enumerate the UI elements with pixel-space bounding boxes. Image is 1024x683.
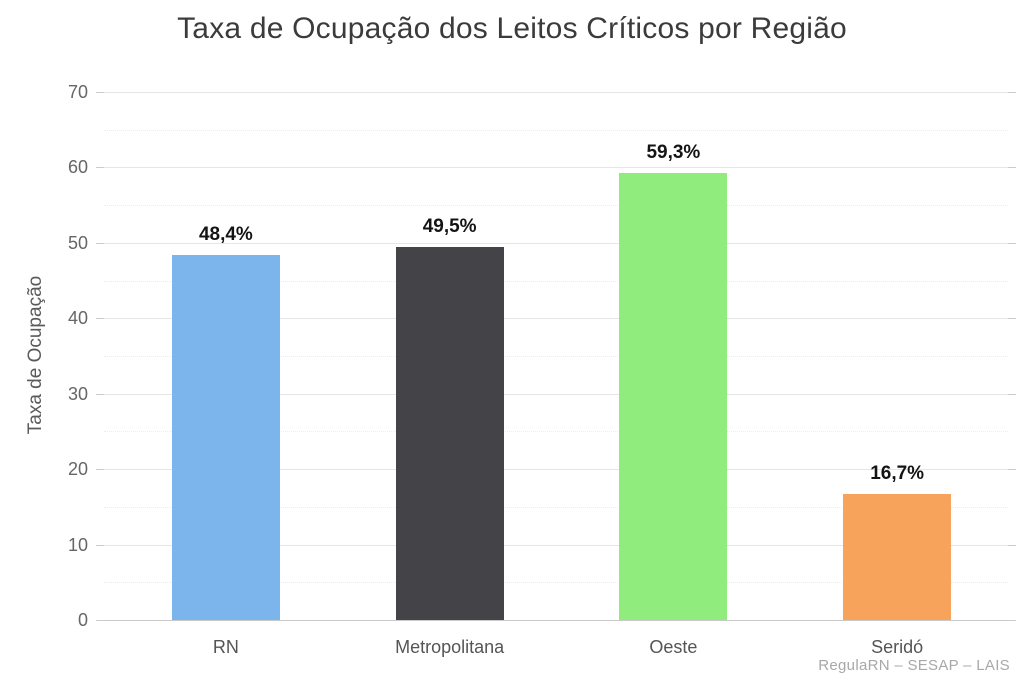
minor-gridline: [104, 205, 1008, 207]
bar-value-label-serido: 16,7%: [870, 463, 925, 485]
x-axis-category-label-oeste: Oeste: [649, 637, 698, 657]
bar-oeste: [619, 172, 728, 620]
minor-gridline: [104, 582, 1008, 584]
minor-gridline: [104, 431, 1008, 433]
y-axis-tick: [1008, 544, 1016, 546]
x-axis-category-label-serido: Seridó: [871, 637, 924, 657]
y-axis-tick: [1008, 92, 1016, 93]
bar-serido: [843, 494, 952, 620]
y-axis-tick: [96, 620, 104, 621]
minor-gridline: [104, 356, 1008, 357]
y-axis-tick: [96, 469, 104, 471]
minor-gridline: [104, 129, 1008, 131]
y-axis-tick: [96, 393, 104, 395]
x-axis-category-label-rn: RN: [212, 637, 239, 657]
y-axis-tick-label: 40: [67, 308, 88, 329]
credits-text: RegulaRN – SESAP – LAIS: [818, 657, 1010, 674]
y-axis-tick-label: 60: [67, 157, 88, 178]
bar-value-label-metropolitana: 49,5%: [422, 215, 477, 237]
bar-rn: [171, 254, 280, 620]
gridline: [104, 469, 1008, 471]
y-axis-tick: [96, 544, 104, 546]
gridline: [104, 92, 1008, 93]
y-axis-tick: [96, 167, 104, 169]
minor-gridline: [104, 280, 1008, 282]
y-axis-tick-label: 70: [67, 82, 88, 102]
y-axis-tick: [1008, 318, 1016, 320]
gridline: [104, 544, 1008, 546]
y-axis-tick: [1008, 620, 1016, 621]
y-axis-tick: [96, 92, 104, 93]
bar-metropolitana: [395, 246, 504, 620]
y-axis-tick-label: 20: [67, 459, 88, 480]
y-axis-tick: [1008, 242, 1016, 244]
y-axis-tick: [96, 318, 104, 320]
y-axis-tick-label: 0: [77, 610, 88, 630]
bar-value-label-oeste: 59,3%: [646, 141, 701, 163]
chart-title: Taxa de Ocupação dos Leitos Críticos por…: [177, 12, 847, 45]
gridline: [104, 167, 1008, 169]
y-axis-tick: [1008, 167, 1016, 169]
y-axis-tick-label: 10: [67, 534, 88, 555]
y-axis-tick: [96, 242, 104, 244]
x-axis-line: [96, 620, 1016, 621]
minor-gridline: [104, 506, 1008, 508]
gridline: [104, 393, 1008, 395]
y-axis-tick-label: 30: [67, 383, 88, 404]
gridline: [104, 242, 1008, 244]
bar-value-label-rn: 48,4%: [198, 223, 253, 245]
y-axis-tick-label: 50: [67, 232, 88, 253]
gridline: [104, 318, 1008, 320]
x-axis-category-label-metropolitana: Metropolitana: [395, 637, 505, 657]
y-axis-tick: [1008, 469, 1016, 471]
y-axis-tick: [1008, 393, 1016, 395]
